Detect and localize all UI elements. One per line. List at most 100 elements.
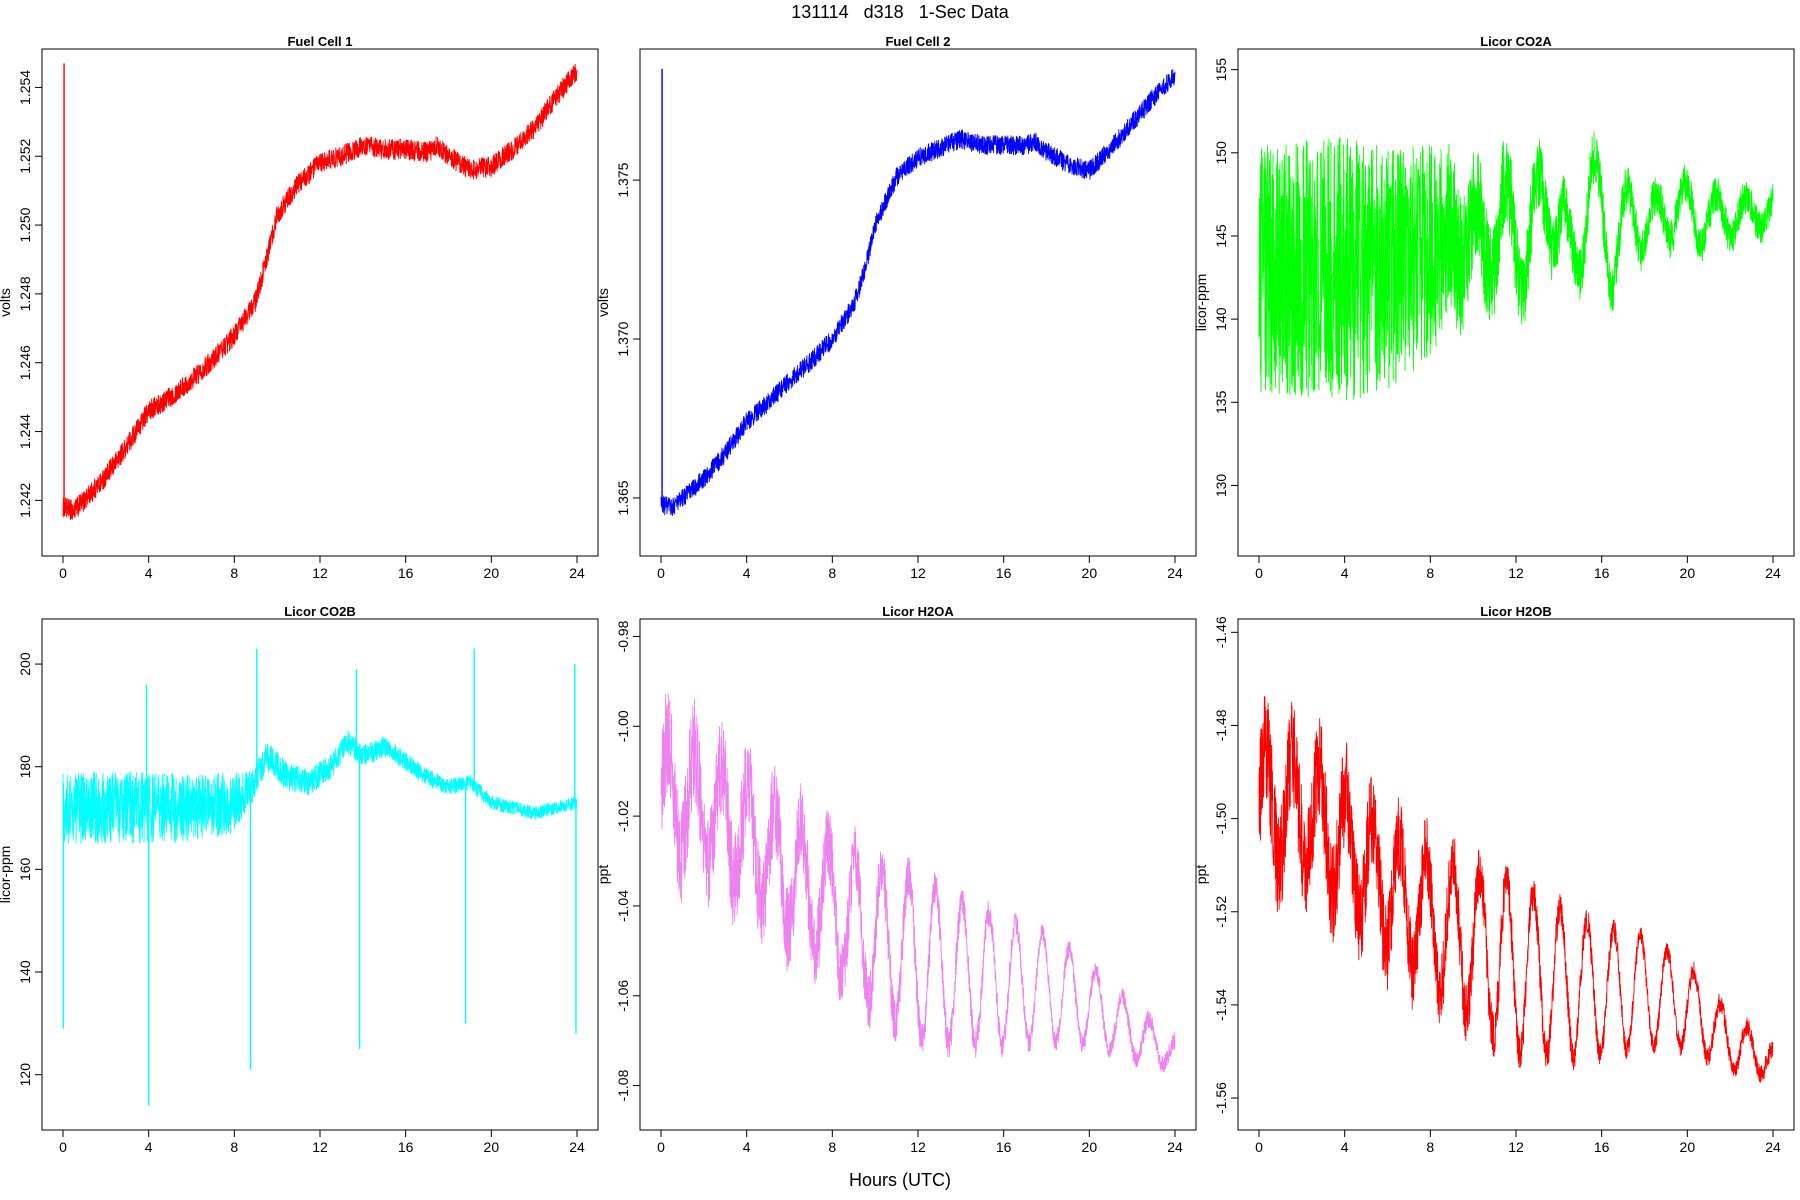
x-tick-label: 24 [569, 565, 585, 581]
y-tick-label: 200 [17, 652, 33, 676]
y-tick-label: 140 [17, 960, 33, 984]
x-tick-label: 20 [484, 1139, 500, 1155]
x-tick-label: 20 [1082, 565, 1098, 581]
x-tick-label: 12 [1508, 1139, 1524, 1155]
y-tick-label: -1.50 [1213, 802, 1229, 834]
series-line [62, 729, 578, 845]
x-tick-label: 24 [1167, 565, 1183, 581]
x-tick-label: 12 [312, 1139, 328, 1155]
y-tick-label: 1.252 [17, 139, 33, 174]
y-axis-label: ppt [595, 865, 611, 885]
x-tick-label: 24 [1167, 1139, 1183, 1155]
panel-title: Licor H2OB [1480, 604, 1552, 619]
panel-3: Licor CO2A licor-ppm 0 4 8 12 16 20 24 130 135 140 1… [1193, 34, 1795, 581]
x-tick-label: 8 [1426, 1139, 1434, 1155]
series-line [1258, 131, 1774, 400]
figure-title: 131114 d318 1-Sec Data [791, 2, 1009, 22]
panel-1: Fuel Cell 1 volts 0 4 8 12 16 20 24 1.242 1.244 1.2… [0, 34, 599, 581]
panel-title: Licor CO2A [1480, 34, 1552, 49]
y-tick-label: -1.56 [1213, 1082, 1229, 1114]
x-tick-label: 0 [1255, 1139, 1263, 1155]
y-tick-label: 135 [1213, 390, 1229, 414]
x-tick-label: 8 [230, 565, 238, 581]
y-tick-label: 1.365 [615, 480, 631, 515]
panel-5: Licor H2OA ppt 0 4 8 12 16 20 24 -1.08 -1.06 -1.04 -… [595, 604, 1197, 1155]
panel-6: Licor H2OB ppt 0 4 8 12 16 20 24 -1.56 -1.54 -1.52 -… [1193, 604, 1795, 1155]
x-tick-label: 16 [1594, 565, 1610, 581]
x-tick-label: 4 [743, 565, 751, 581]
y-tick-label: 1.242 [17, 483, 33, 518]
x-tick-label: 20 [1082, 1139, 1098, 1155]
x-tick-label: 4 [145, 565, 153, 581]
x-tick-label: 12 [910, 565, 926, 581]
y-tick-label: 1.244 [17, 414, 33, 449]
x-tick-label: 12 [312, 565, 328, 581]
y-tick-label: -1.00 [615, 710, 631, 742]
y-tick-label: 130 [1213, 474, 1229, 498]
x-tick-label: 20 [484, 565, 500, 581]
x-tick-label: 20 [1680, 1139, 1696, 1155]
series-line [1258, 696, 1774, 1083]
panel-title: Licor H2OA [882, 604, 954, 619]
plot-frame [41, 618, 599, 1131]
y-tick-label: -1.52 [1213, 896, 1229, 928]
panel-4: Licor CO2B licor-ppm 0 4 8 12 16 20 24 120 140 160 1… [0, 604, 599, 1155]
panel-title: Licor CO2B [284, 604, 356, 619]
y-tick-label: 1.246 [17, 345, 33, 380]
y-tick-label: 1.248 [17, 276, 33, 311]
x-tick-label: 0 [59, 1139, 67, 1155]
y-axis-label: licor-ppm [0, 846, 13, 904]
plot-frame [639, 48, 1197, 557]
y-tick-label: 180 [17, 755, 33, 779]
plot-frame [41, 48, 599, 557]
y-tick-label: -1.46 [1213, 616, 1229, 648]
x-tick-label: 0 [59, 565, 67, 581]
y-tick-label: 145 [1213, 224, 1229, 248]
x-tick-label: 24 [569, 1139, 585, 1155]
y-tick-label: 150 [1213, 141, 1229, 165]
panel-title: Fuel Cell 1 [287, 34, 352, 49]
y-tick-label: 1.375 [615, 162, 631, 197]
y-tick-label: -0.98 [615, 620, 631, 652]
x-tick-label: 20 [1680, 565, 1696, 581]
x-tick-label: 8 [828, 1139, 836, 1155]
y-tick-label: 120 [17, 1063, 33, 1087]
y-axis-label: volts [0, 288, 13, 317]
y-tick-label: -1.54 [1213, 989, 1229, 1021]
x-tick-label: 16 [996, 1139, 1012, 1155]
x-tick-label: 0 [1255, 565, 1263, 581]
x-tick-label: 0 [657, 565, 665, 581]
x-tick-label: 16 [996, 565, 1012, 581]
x-tick-label: 12 [1508, 565, 1524, 581]
y-axis-label: licor-ppm [1193, 274, 1209, 332]
panel-2: Fuel Cell 2 volts 0 4 8 12 16 20 24 1.365 1.370 1.3… [595, 34, 1197, 581]
x-tick-label: 16 [398, 1139, 414, 1155]
x-tick-label: 4 [743, 1139, 751, 1155]
y-tick-label: -1.02 [615, 800, 631, 832]
x-tick-label: 16 [1594, 1139, 1610, 1155]
y-tick-label: -1.06 [615, 980, 631, 1012]
series-line [62, 63, 578, 521]
plot-frame [639, 618, 1197, 1131]
y-axis-label: volts [595, 288, 611, 317]
series-line [660, 693, 1176, 1073]
x-tick-label: 4 [1341, 565, 1349, 581]
y-tick-label: 1.370 [615, 321, 631, 356]
y-tick-label: 160 [17, 857, 33, 881]
x-tick-label: 4 [145, 1139, 153, 1155]
x-tick-label: 16 [398, 565, 414, 581]
series-line [660, 69, 1176, 516]
y-tick-label: -1.48 [1213, 709, 1229, 741]
y-tick-label: 1.254 [17, 70, 33, 105]
y-tick-label: 140 [1213, 307, 1229, 331]
x-tick-label: 8 [230, 1139, 238, 1155]
x-tick-label: 12 [910, 1139, 926, 1155]
y-tick-label: 1.250 [17, 207, 33, 242]
figure-x-axis-label: Hours (UTC) [849, 1170, 951, 1190]
x-tick-label: 24 [1765, 1139, 1781, 1155]
x-tick-label: 0 [657, 1139, 665, 1155]
y-tick-label: -1.04 [615, 890, 631, 922]
y-axis-label: ppt [1193, 865, 1209, 885]
x-tick-label: 8 [828, 565, 836, 581]
